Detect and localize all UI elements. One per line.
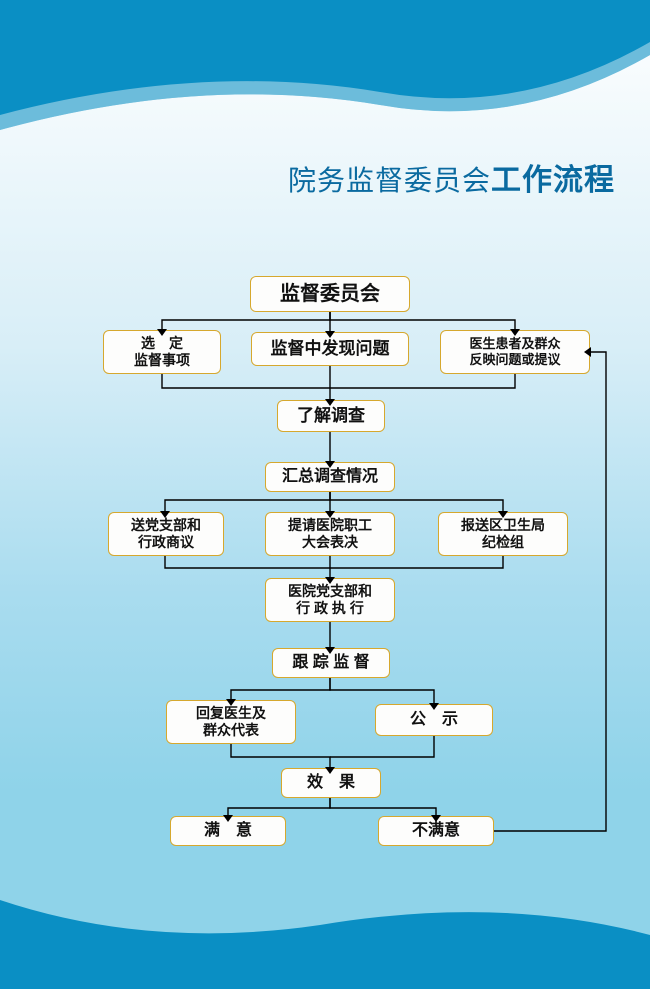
flow-arrowhead [325,461,335,468]
page-title: 院务监督委员会工作流程 [288,155,615,199]
flow-arrowhead [160,511,170,518]
flow-arrowhead [226,699,236,706]
flow-arrowhead [325,511,335,518]
flow-arrowhead [223,815,233,822]
flow-edge [228,798,330,816]
flowchart-edges [0,0,650,989]
flow-arrowhead [325,577,335,584]
flow-arrowhead [325,331,335,338]
flow-edge [330,374,515,388]
flow-edge [330,678,434,704]
flow-arrowhead [325,399,335,406]
flow-edge [494,352,606,831]
flow-edge [330,556,503,568]
flow-edge [165,556,330,568]
flow-edge [165,492,330,512]
flow-arrowhead [498,511,508,518]
flowchart-canvas: 监督委员会选 定监督事项监督中发现问题医生患者及群众反映问题或提议了解调查汇总调… [0,0,650,989]
flow-arrowhead [429,703,439,710]
flow-arrowhead [584,347,591,357]
flow-edge [162,374,330,388]
flow-arrowhead [325,647,335,654]
title-light: 院务监督委员会 [288,165,491,196]
flow-edge [330,736,434,757]
flow-edge [330,492,503,512]
flow-edge [231,744,330,768]
flow-edge [330,312,515,330]
flow-arrowhead [157,329,167,336]
title-bold: 工作流程 [491,164,615,197]
flow-edge [162,312,330,330]
flow-arrowhead [325,767,335,774]
flow-edge [231,678,330,700]
flow-arrowhead [431,815,441,822]
flow-edge [330,798,436,816]
flow-arrowhead [510,329,520,336]
